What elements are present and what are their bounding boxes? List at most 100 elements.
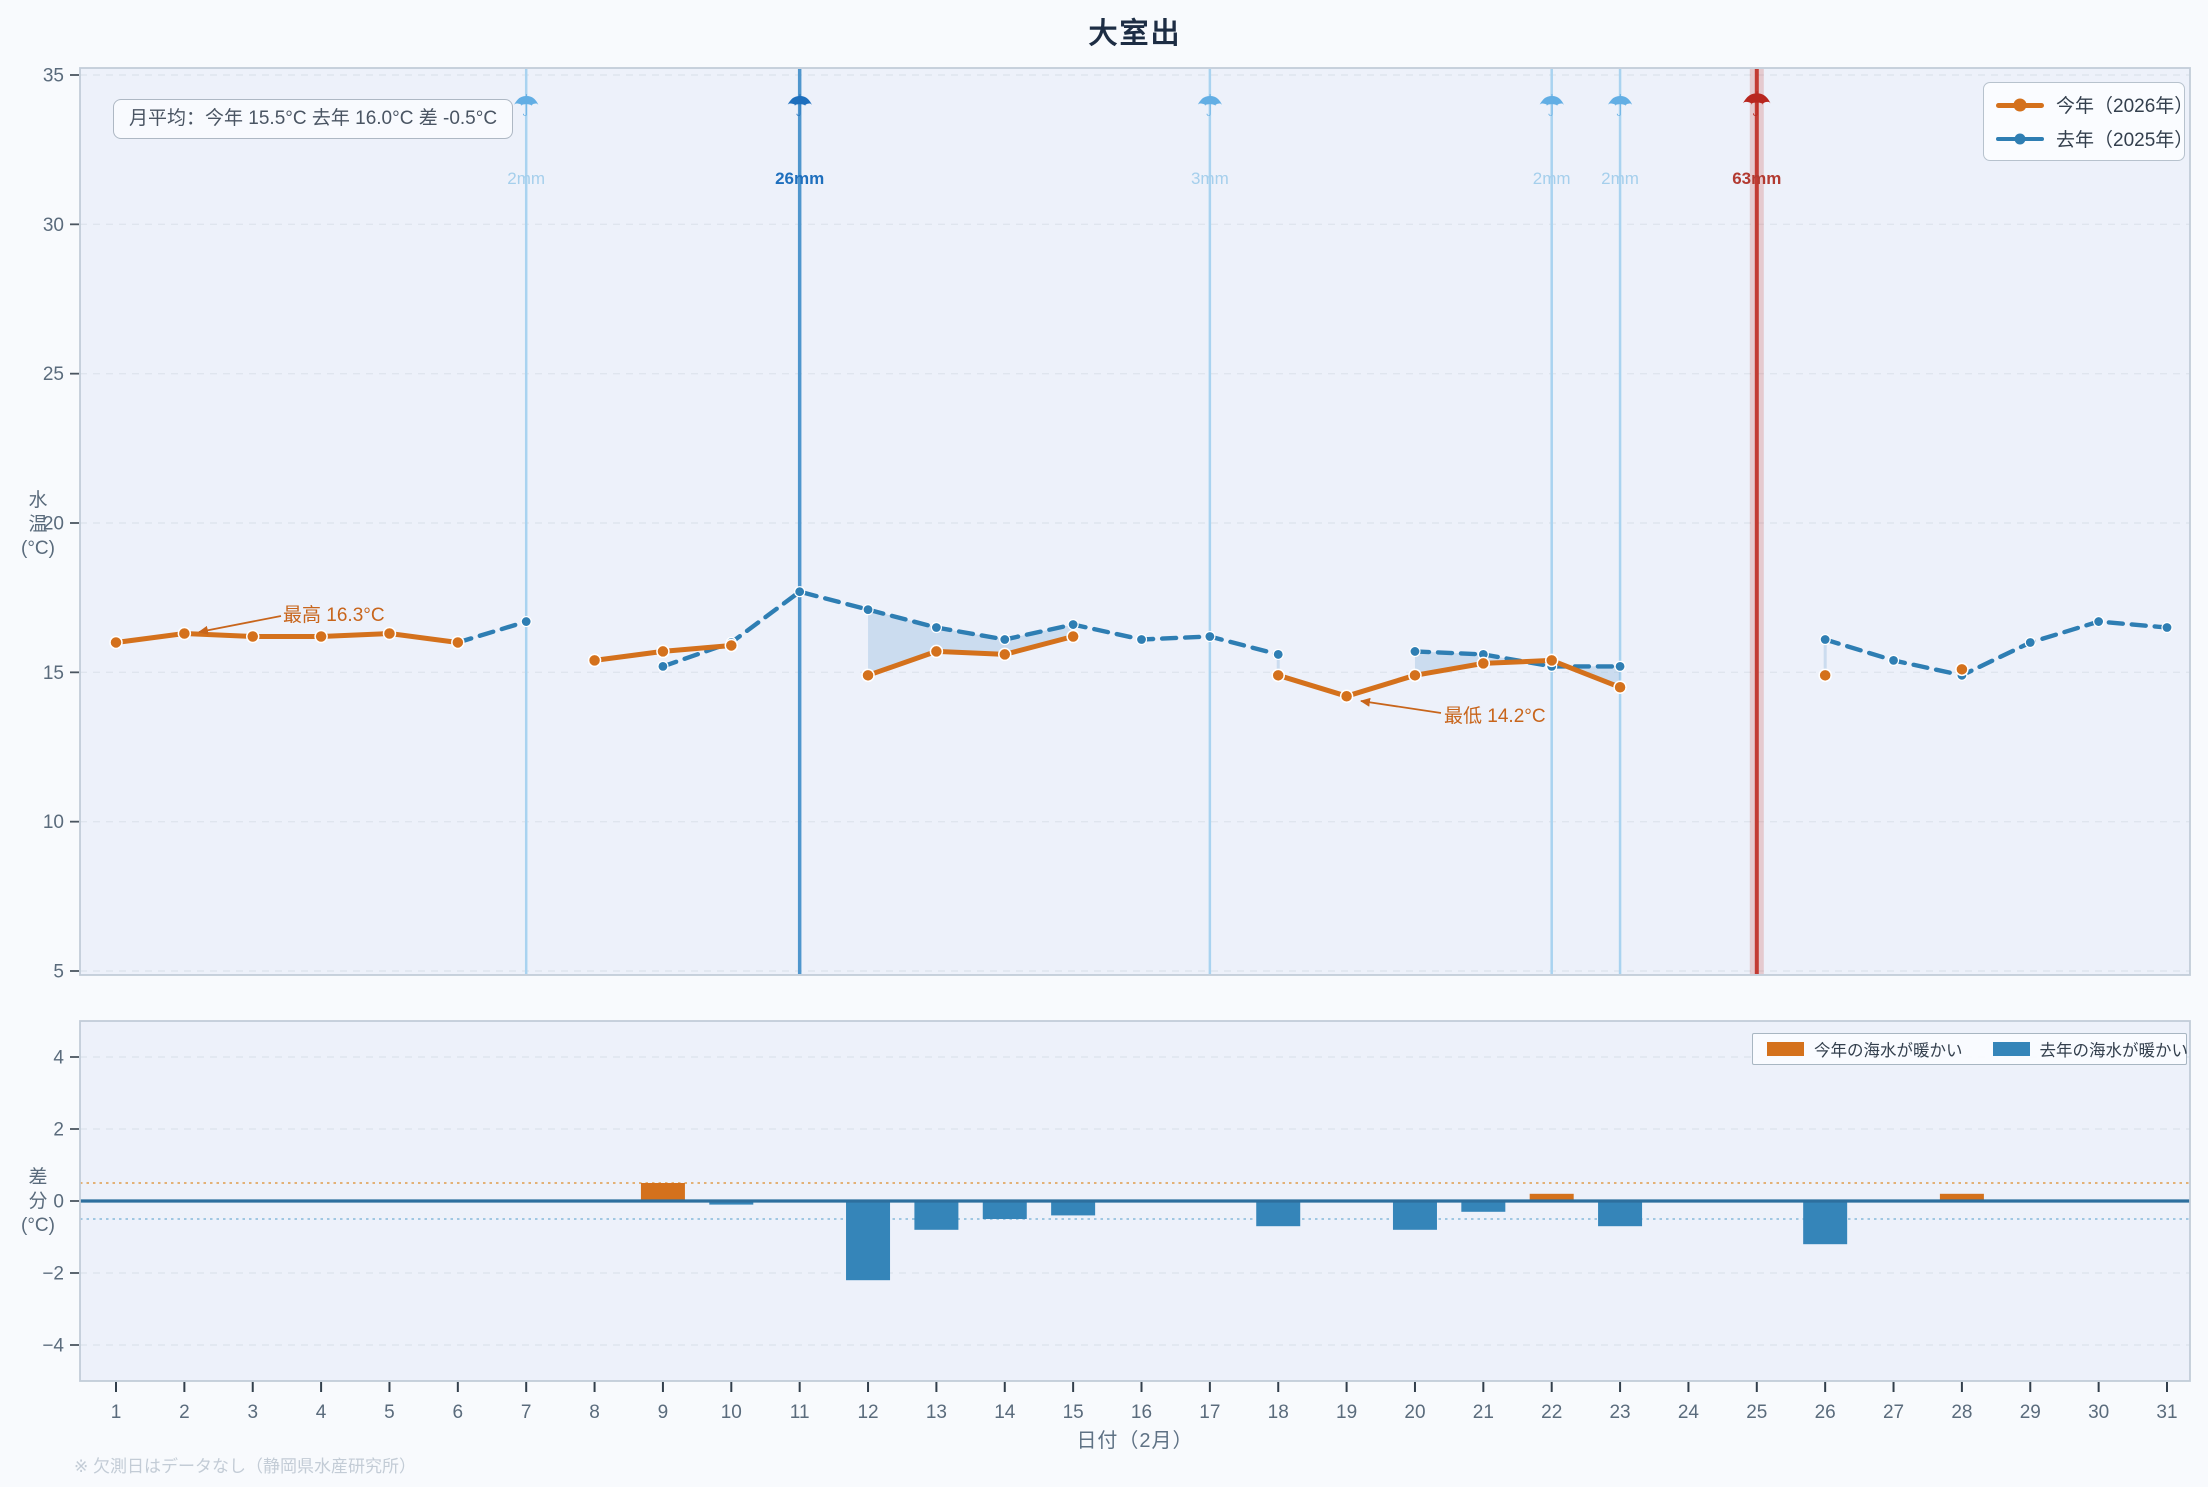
- this-year-legend-label: 今年（2026年）: [2056, 96, 2194, 117]
- last-year-point-day-27: [1887, 654, 1900, 666]
- x-tick-label-day-15: 15: [1063, 1402, 1084, 1423]
- top-y-tick-label-10: 10: [43, 812, 64, 833]
- diff-bar-day-28: [1939, 1193, 1984, 1201]
- top-panel: 35 30 25 20 15 10 5 ☂ 2mm ☂ 26mm ☂ 3mm ☂ 2mm ☂ 2mm ☂ 63mm: [43, 66, 2191, 983]
- last-year-point-day-30: [2093, 615, 2105, 628]
- x-tick-label-day-12: 12: [857, 1402, 878, 1423]
- top-panel-border: [79, 67, 2191, 976]
- last-year-line: [455, 589, 2170, 678]
- last-year-point-day-7: [520, 615, 532, 628]
- max-annotation-arrow: [198, 615, 282, 635]
- last-year-point-day-18: [1272, 648, 1284, 661]
- this-year-point-day-4: [314, 629, 328, 644]
- x-tick-label-day-13: 13: [926, 1402, 947, 1423]
- this-year-point-day-21: [1476, 656, 1491, 671]
- bottom-y-axis-title: 差 分 (°C): [12, 1166, 64, 1238]
- legend-row-last-year: 去年（2025年）: [1996, 125, 2193, 152]
- diff-bar-day-23: [1598, 1201, 1643, 1227]
- difference-legend: 今年の海水が暖かい 去年の海水が暖かい: [1752, 1033, 2189, 1065]
- rain-amount-label-day-25: 63mm: [1732, 169, 1781, 188]
- x-tick-label-day-18: 18: [1268, 1402, 1289, 1423]
- x-tick-label-day-24: 24: [1678, 1402, 1700, 1423]
- bottom-y-axis-title-line2: 分: [28, 1191, 48, 1212]
- last-year-point-day-12: [862, 604, 874, 616]
- top-y-axis-title-line2: 温: [28, 514, 48, 535]
- x-tick-label-day-26: 26: [1815, 1402, 1836, 1423]
- x-tick-label-day-31: 31: [2156, 1402, 2177, 1423]
- x-tick-label-day-21: 21: [1473, 1402, 1494, 1423]
- top-y-axis-title: 水 温 (°C): [12, 489, 64, 561]
- x-tick-label-day-22: 22: [1541, 1402, 1562, 1423]
- x-tick-label-day-8: 8: [589, 1402, 600, 1423]
- blue-swatch-icon: [1992, 1042, 2030, 1056]
- legend-item-this-year-warmer: 今年の海水が暖かい: [1767, 1037, 1963, 1061]
- x-tick-label-day-29: 29: [2020, 1402, 2041, 1423]
- this-year-point-day-5: [382, 626, 397, 641]
- last-year-point-day-11: [794, 586, 806, 598]
- x-tick-label-day-1: 1: [111, 1402, 122, 1423]
- top-y-tick-label-15: 15: [43, 663, 64, 684]
- x-tick-label-day-5: 5: [384, 1402, 395, 1423]
- x-tick-label-day-25: 25: [1746, 1402, 1767, 1423]
- legend-row-this-year: 今年（2026年）: [1996, 91, 2193, 118]
- footnote: ※ 欠測日はデータなし（静岡県水産研究所）: [74, 1457, 416, 1476]
- this-year-point-day-15: [1066, 629, 1080, 644]
- this-year-point-day-19: [1339, 689, 1354, 703]
- last-year-point-day-26: [1819, 633, 1831, 646]
- bottom-y-tick-label-2: 2: [53, 1120, 64, 1141]
- last-year-point-day-9: [657, 660, 669, 672]
- last-year-point-day-20: [1409, 645, 1421, 658]
- diff-bar-day-10: [709, 1201, 754, 1205]
- rain-amount-label-day-7: 2mm: [507, 169, 545, 188]
- x-tick-label-day-4: 4: [316, 1402, 327, 1423]
- this-year-line-icon: [1996, 98, 2044, 112]
- last-year-point-day-16: [1135, 633, 1148, 646]
- top-y-tick-label-20: 20: [43, 514, 64, 535]
- bottom-y-axis-title-line1: 差: [28, 1167, 48, 1188]
- x-tick-label-day-19: 19: [1336, 1402, 1357, 1423]
- top-y-axis-title-unit: (°C): [21, 538, 55, 559]
- x-tick-label-day-11: 11: [790, 1402, 810, 1423]
- fill-between-days-22-23: [1566, 666, 1621, 688]
- fill-between-days-12-13: [868, 609, 937, 676]
- last-year-point-day-14: [999, 633, 1011, 646]
- this-year-point-day-8: [587, 653, 602, 668]
- rain-amount-label-day-11: 26mm: [775, 169, 824, 188]
- this-year-point-day-3: [245, 629, 260, 644]
- umbrella-icon-day-17: ☂: [1196, 90, 1223, 123]
- last-year-point-day-13: [930, 621, 943, 634]
- this-year-warmer-label: 今年の海水が暖かい: [1814, 1042, 1963, 1060]
- top-panel-background: [80, 68, 2190, 975]
- diff-bar-day-20: [1392, 1201, 1437, 1230]
- bottom-y-tick-label-0: 0: [53, 1192, 64, 1213]
- umbrella-icon-day-7: ☂: [513, 90, 540, 123]
- rain-amount-label-day-17: 3mm: [1191, 169, 1229, 188]
- bottom-y-tick-label-4: 4: [53, 1048, 64, 1069]
- top-y-tick-label-5: 5: [53, 962, 64, 983]
- last-year-point-day-23: [1614, 660, 1626, 672]
- umbrella-icon-day-25: ☂: [1742, 86, 1772, 124]
- this-year-point-day-14: [998, 647, 1012, 662]
- umbrella-icon-day-23: ☂: [1607, 90, 1634, 123]
- bottom-y-axis-title-unit: (°C): [21, 1215, 55, 1236]
- fill-between-days-20-21: [1414, 651, 1484, 676]
- last-year-point-day-15: [1067, 618, 1079, 631]
- x-tick-label-day-14: 14: [994, 1402, 1016, 1423]
- this-year-point-day-1: [109, 635, 123, 650]
- this-year-point-day-9: [656, 644, 670, 659]
- last-year-point-day-17: [1204, 630, 1216, 643]
- max-temperature-annotation: 最高 16.3°C: [283, 605, 385, 626]
- last-year-warmer-label: 去年の海水が暖かい: [2039, 1042, 2189, 1060]
- last-year-point-day-29: [2024, 636, 2036, 649]
- diff-bar-day-12: [846, 1201, 891, 1281]
- x-tick-label-day-30: 30: [2088, 1402, 2109, 1423]
- umbrella-icon-day-11: ☂: [786, 90, 813, 123]
- x-tick-label-day-23: 23: [1609, 1402, 1630, 1423]
- bottom-panel: 420−2−41 2 3 4 5 6 7 8 9 10 11 12 13 14 15 16 17 18 19 20 21…: [42, 1020, 2191, 1423]
- x-tick-label-day-6: 6: [453, 1402, 464, 1423]
- diff-bar-day-14: [982, 1201, 1027, 1219]
- this-year-point-day-6: [451, 635, 465, 650]
- x-tick-label-day-10: 10: [721, 1402, 742, 1423]
